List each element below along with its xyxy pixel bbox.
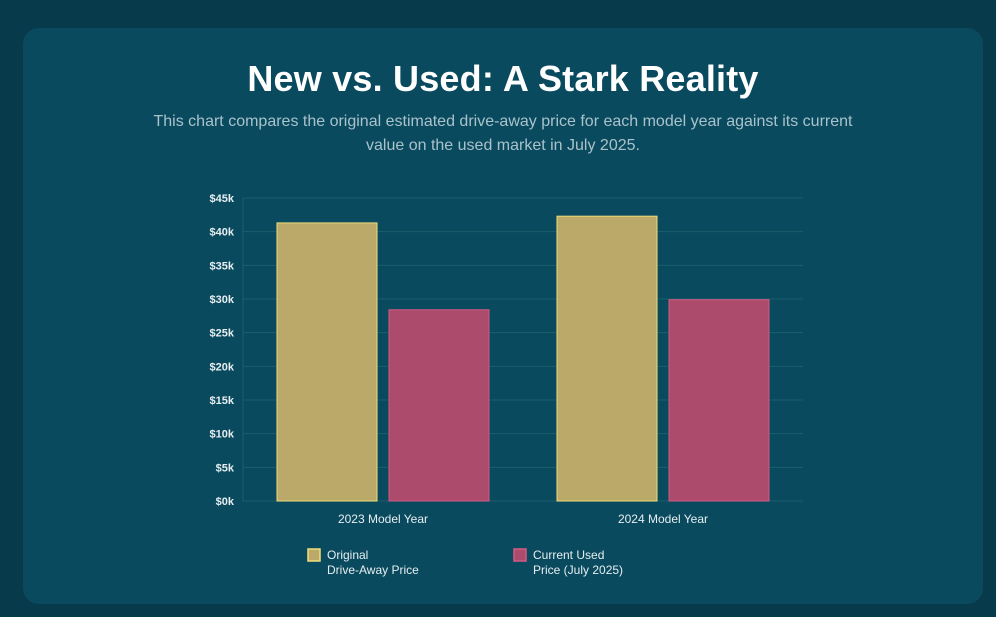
y-tick-label: $35k — [210, 260, 235, 272]
x-axis-labels: 2023 Model Year 2024 Model Year — [338, 512, 708, 526]
legend-label[interactable]: Current Used — [533, 548, 604, 562]
y-tick-label: $15k — [210, 395, 235, 407]
bars — [276, 215, 770, 502]
legend-swatch[interactable] — [513, 548, 527, 562]
chart-subtitle: This chart compares the original estimat… — [153, 113, 853, 154]
bar-original-price-1 — [556, 215, 658, 502]
y-tick-label: $5k — [216, 462, 235, 474]
y-tick-label: $45k — [210, 193, 235, 205]
y-tick-label: $0k — [216, 496, 235, 508]
chart-card: New vs. Used: A Stark Reality This chart… — [23, 28, 983, 604]
y-tick-label: $25k — [210, 328, 235, 340]
legend-swatch[interactable] — [307, 548, 321, 562]
legend-label[interactable]: Drive-Away Price — [327, 563, 419, 577]
chart-title: New vs. Used: A Stark Reality — [247, 58, 759, 99]
legend-label[interactable]: Price (July 2025) — [533, 563, 623, 577]
y-tick-label: $30k — [210, 294, 235, 306]
x-category-label: 2023 Model Year — [338, 512, 428, 526]
legend-label[interactable]: Original — [327, 548, 368, 562]
x-category-label: 2024 Model Year — [618, 512, 708, 526]
bar-original-price-0 — [276, 222, 378, 502]
bar-used-price-1 — [668, 299, 770, 502]
bar-used-price-0 — [388, 309, 490, 502]
y-tick-label: $10k — [210, 429, 235, 441]
y-tick-label: $20k — [210, 361, 235, 373]
y-tick-label: $40k — [210, 227, 235, 239]
y-axis-ticks: $0k $5k $10k $15k $20k $25k $30k $35k $40k $45k — [210, 193, 235, 508]
